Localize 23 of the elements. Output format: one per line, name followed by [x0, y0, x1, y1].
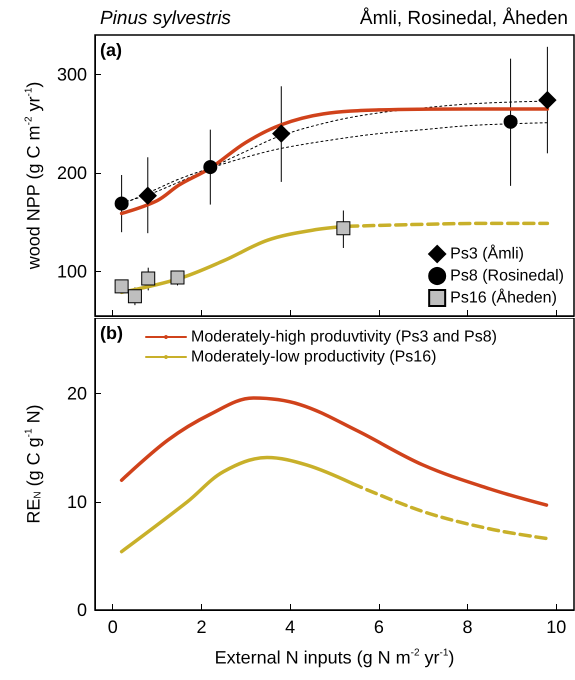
x-tick-label: 6	[374, 617, 384, 637]
y-axis-title: REN (g C g-1 N)	[24, 404, 44, 524]
y-tick-label: 200	[56, 163, 87, 184]
legend-label: Ps16 (Åheden)	[450, 288, 557, 306]
x-tick-label: 8	[462, 617, 473, 637]
annotation: (a)	[100, 40, 122, 60]
y-tick-label: 0	[76, 600, 87, 620]
legend-label: Moderately-low productivity (Ps16)	[191, 348, 436, 366]
y-axis-title: wood NPP (g C m-2 yr-1)	[24, 82, 44, 270]
legend-label: Ps3 (Åmli)	[450, 244, 524, 262]
x-tick-label: 4	[285, 617, 296, 637]
chart-subtitle: Åmli, Rosinedal, Åheden	[360, 7, 568, 29]
y-tick-label: 300	[56, 64, 87, 84]
y-tick-label: 20	[66, 384, 87, 404]
y-tick-label: 10	[66, 492, 87, 512]
annotation: (b)	[100, 323, 123, 343]
x-tick-label: 0	[108, 617, 118, 637]
x-tick-label: 10	[546, 617, 566, 637]
chart-title: Pinus sylvestris	[100, 8, 232, 29]
legend-label: Moderately-high produvtivity (Ps3 and Ps8)	[191, 328, 497, 346]
x-tick-label: 2	[196, 617, 206, 637]
legend-label: Ps8 (Rosinedal)	[450, 268, 564, 284]
y-tick-label: 100	[56, 262, 87, 282]
